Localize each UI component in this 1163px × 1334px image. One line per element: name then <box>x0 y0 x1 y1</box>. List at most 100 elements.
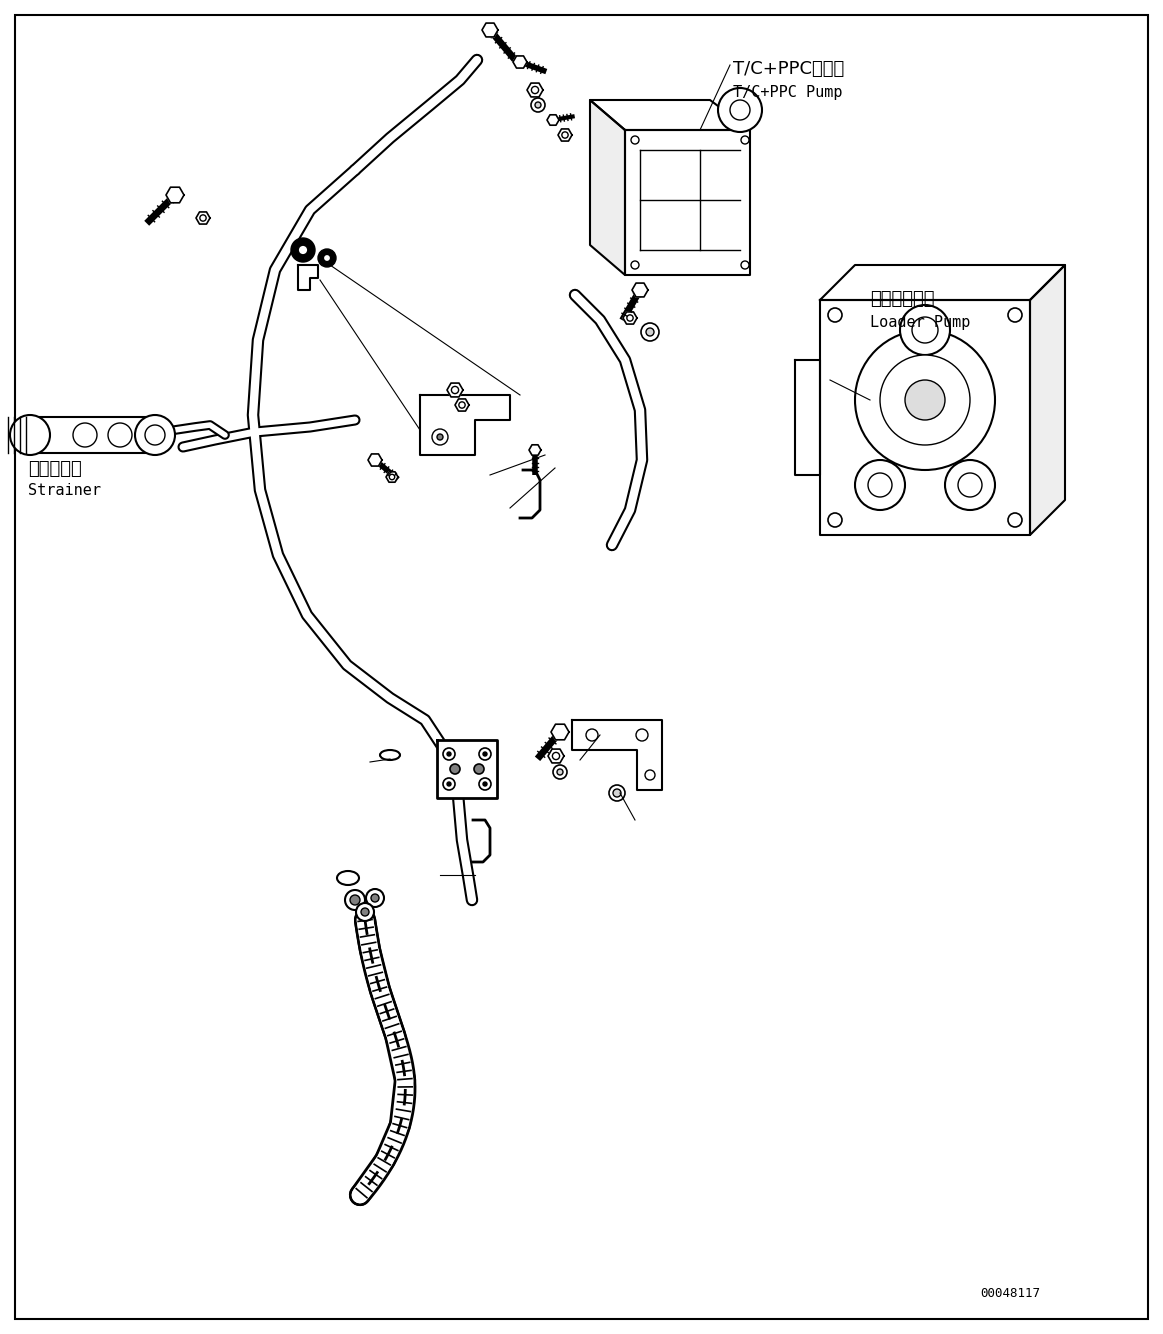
Circle shape <box>531 97 545 112</box>
Polygon shape <box>481 23 498 37</box>
Polygon shape <box>437 740 497 798</box>
Polygon shape <box>1030 265 1065 535</box>
Circle shape <box>828 308 842 321</box>
Circle shape <box>958 474 982 498</box>
Circle shape <box>479 748 491 760</box>
Text: T/C+PPCポンプ: T/C+PPCポンプ <box>733 60 844 77</box>
Circle shape <box>447 752 451 756</box>
Polygon shape <box>298 265 317 289</box>
Polygon shape <box>513 56 527 68</box>
Circle shape <box>730 100 750 120</box>
Circle shape <box>390 475 394 480</box>
Polygon shape <box>30 418 155 454</box>
Text: T/C+PPC Pump: T/C+PPC Pump <box>733 85 842 100</box>
Polygon shape <box>386 472 398 482</box>
Circle shape <box>450 764 461 774</box>
Circle shape <box>108 423 131 447</box>
Circle shape <box>350 895 361 904</box>
Circle shape <box>531 87 538 93</box>
Polygon shape <box>558 129 572 141</box>
Polygon shape <box>197 212 211 224</box>
Polygon shape <box>551 724 569 740</box>
Polygon shape <box>529 444 541 455</box>
Circle shape <box>880 355 970 446</box>
Circle shape <box>291 237 315 261</box>
Polygon shape <box>547 115 559 125</box>
Polygon shape <box>623 312 637 324</box>
Polygon shape <box>455 399 469 411</box>
Circle shape <box>298 245 308 255</box>
Circle shape <box>912 317 939 343</box>
Circle shape <box>483 782 487 786</box>
Circle shape <box>535 101 541 108</box>
Text: 00048117: 00048117 <box>980 1287 1040 1301</box>
Circle shape <box>557 768 563 775</box>
Circle shape <box>443 748 455 760</box>
Circle shape <box>609 784 625 800</box>
Circle shape <box>741 261 749 269</box>
Text: ストレーナ: ストレーナ <box>28 460 81 478</box>
Polygon shape <box>820 300 1030 535</box>
Circle shape <box>323 255 330 261</box>
Circle shape <box>855 329 996 470</box>
Circle shape <box>447 782 451 786</box>
Ellipse shape <box>337 871 359 884</box>
Circle shape <box>356 903 374 920</box>
Text: Strainer: Strainer <box>28 483 101 498</box>
Text: ローダポンプ: ローダポンプ <box>870 289 935 308</box>
Circle shape <box>946 460 996 510</box>
Circle shape <box>905 380 946 420</box>
Circle shape <box>1008 514 1022 527</box>
Circle shape <box>632 261 638 269</box>
Circle shape <box>475 764 484 774</box>
Polygon shape <box>632 283 648 297</box>
Circle shape <box>855 460 905 510</box>
Circle shape <box>645 328 654 336</box>
Circle shape <box>718 88 762 132</box>
Circle shape <box>10 415 50 455</box>
Ellipse shape <box>380 750 400 760</box>
Circle shape <box>1008 308 1022 321</box>
Circle shape <box>479 778 491 790</box>
Polygon shape <box>572 720 662 790</box>
Circle shape <box>828 514 842 527</box>
Circle shape <box>135 415 174 455</box>
Circle shape <box>613 788 621 796</box>
Circle shape <box>632 136 638 144</box>
Circle shape <box>317 249 336 267</box>
Circle shape <box>641 323 659 342</box>
Circle shape <box>552 752 559 759</box>
Circle shape <box>459 402 465 408</box>
Circle shape <box>645 770 655 780</box>
Polygon shape <box>548 750 564 763</box>
Circle shape <box>868 474 892 498</box>
Circle shape <box>73 423 97 447</box>
Circle shape <box>451 387 458 394</box>
Circle shape <box>562 132 569 139</box>
Polygon shape <box>590 100 750 129</box>
Polygon shape <box>625 129 750 275</box>
Circle shape <box>431 430 448 446</box>
Circle shape <box>741 136 749 144</box>
Circle shape <box>361 908 369 916</box>
Polygon shape <box>447 383 463 398</box>
Polygon shape <box>368 454 381 466</box>
Polygon shape <box>795 360 820 475</box>
Circle shape <box>627 315 633 321</box>
Polygon shape <box>527 83 543 97</box>
Circle shape <box>345 890 365 910</box>
Circle shape <box>145 426 165 446</box>
Polygon shape <box>166 187 184 203</box>
Polygon shape <box>420 395 511 455</box>
Circle shape <box>900 305 950 355</box>
Circle shape <box>200 215 206 221</box>
Circle shape <box>443 778 455 790</box>
Circle shape <box>483 752 487 756</box>
Circle shape <box>586 728 598 740</box>
Circle shape <box>371 894 379 902</box>
Circle shape <box>552 764 568 779</box>
Polygon shape <box>820 265 1065 300</box>
Circle shape <box>636 728 648 740</box>
Text: Loader Pump: Loader Pump <box>870 315 970 329</box>
Polygon shape <box>590 100 625 275</box>
